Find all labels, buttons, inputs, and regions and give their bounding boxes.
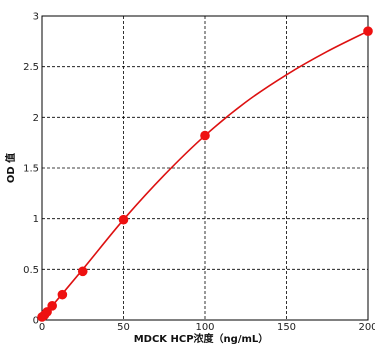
x-tick-label: 200 — [358, 322, 375, 333]
data-point — [363, 26, 373, 37]
y-tick-label: 2 — [33, 113, 39, 124]
x-axis-title: MDCK HCP浓度（ng/mL） — [134, 332, 269, 345]
y-tick-label: 0.5 — [23, 265, 39, 276]
y-tick-label: 0 — [33, 316, 39, 327]
x-tick-labels: 0 50 100 150 200 — [39, 322, 375, 333]
y-axis-title: OD 值 — [4, 153, 17, 183]
x-tick-label: 50 — [117, 322, 130, 333]
x-tick-label: 0 — [39, 322, 45, 333]
y-tick-label: 1 — [33, 214, 39, 225]
grid-lines — [42, 16, 368, 320]
fit-curve — [41, 30, 369, 319]
data-point — [77, 266, 88, 277]
x-tick-label: 100 — [195, 322, 214, 333]
data-points — [37, 26, 373, 322]
data-point — [42, 307, 52, 317]
y-tick-label: 3 — [33, 12, 39, 23]
y-tick-label: 2.5 — [23, 62, 39, 73]
x-tick-label: 150 — [277, 322, 296, 333]
data-point — [200, 130, 210, 141]
plot-frame — [41, 15, 369, 321]
data-point — [118, 214, 129, 225]
data-point — [57, 289, 68, 300]
data-point — [47, 301, 57, 311]
y-tick-labels: 0 0.5 1 1.5 2 2.5 3 — [23, 12, 39, 327]
y-tick-label: 1.5 — [23, 164, 39, 175]
